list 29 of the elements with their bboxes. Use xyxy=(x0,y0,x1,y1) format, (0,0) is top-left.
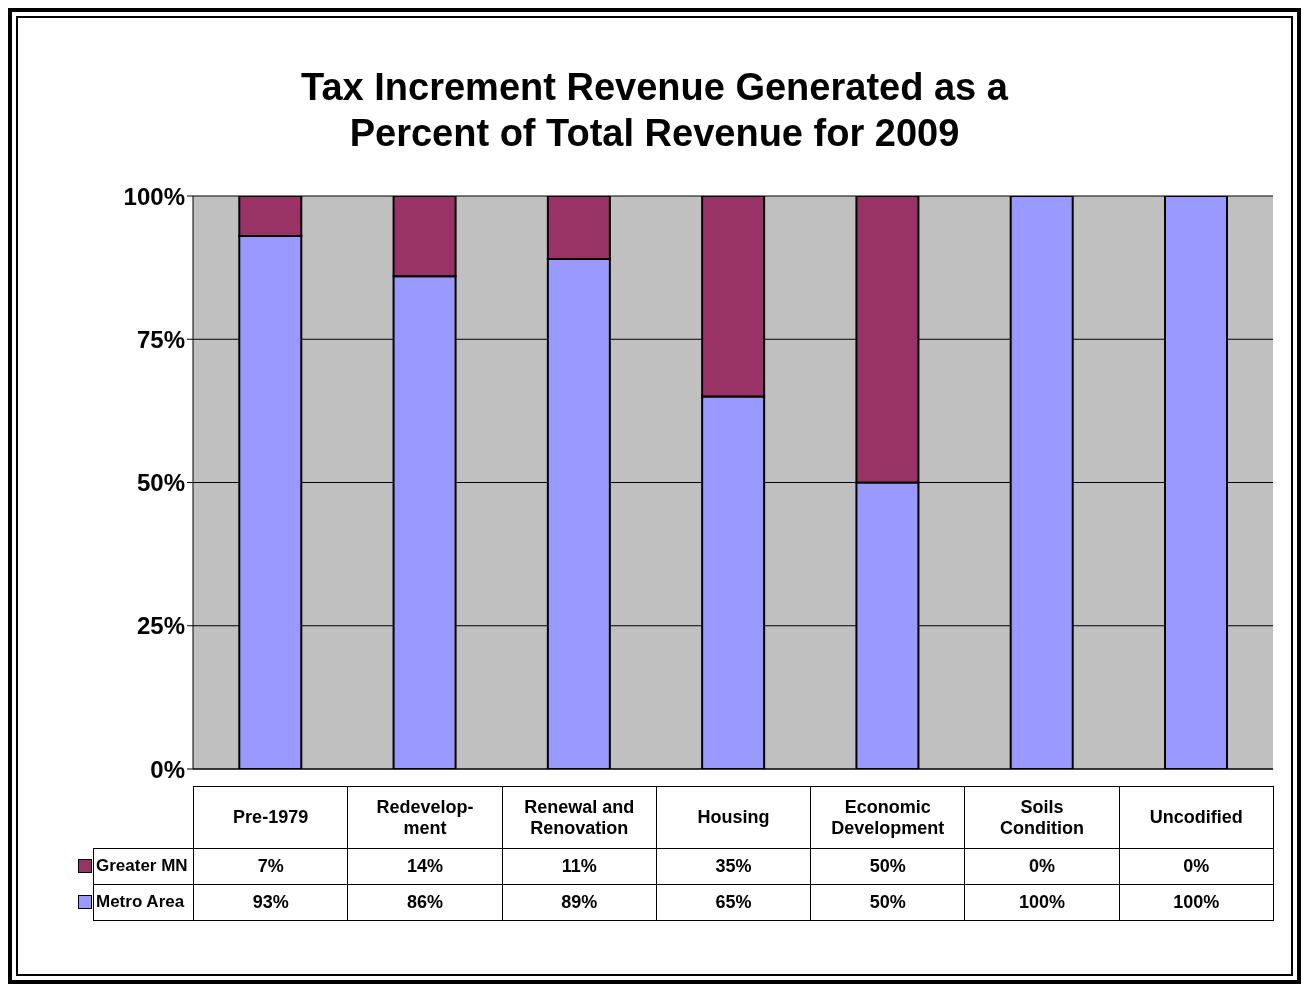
y-tick-label: 0% xyxy=(150,755,185,783)
data-label: 50% xyxy=(810,884,965,921)
y-tick-label: 100% xyxy=(123,182,185,210)
legend-label: Greater MN xyxy=(95,855,188,876)
y-tick-label: 25% xyxy=(136,612,185,640)
data-label: 7% xyxy=(193,848,348,885)
data-label: 100% xyxy=(964,884,1120,921)
y-tick-label: 50% xyxy=(136,469,185,497)
data-label: 65% xyxy=(656,884,811,921)
x-tick-label: Economic Development xyxy=(830,796,946,839)
x-tick-label: Housing xyxy=(696,807,771,828)
x-tick-label: Redevelop-ment xyxy=(375,796,475,839)
data-label: 100% xyxy=(1119,884,1274,921)
data-label: 50% xyxy=(810,848,965,885)
data-label: 86% xyxy=(347,884,503,921)
data-label: 0% xyxy=(1119,848,1274,885)
chart-title: Tax Increment Revenue Generated as a Percent of Total Revenue for 2009 xyxy=(300,65,1009,156)
legend-label: Metro Area xyxy=(95,891,185,912)
x-tick-label: Pre-1979 xyxy=(232,807,310,828)
data-label: 11% xyxy=(502,848,657,885)
y-tick-label: 75% xyxy=(136,325,185,353)
data-label: 14% xyxy=(347,848,503,885)
x-tick-label: Renewal and Renovation xyxy=(523,796,636,839)
data-label: 0% xyxy=(964,848,1120,885)
x-tick-label: Uncodified xyxy=(1148,807,1244,828)
data-label: 89% xyxy=(502,884,657,921)
data-label: 35% xyxy=(656,848,811,885)
data-label: 93% xyxy=(193,884,348,921)
x-tick-label: Soils Condition xyxy=(999,796,1086,839)
